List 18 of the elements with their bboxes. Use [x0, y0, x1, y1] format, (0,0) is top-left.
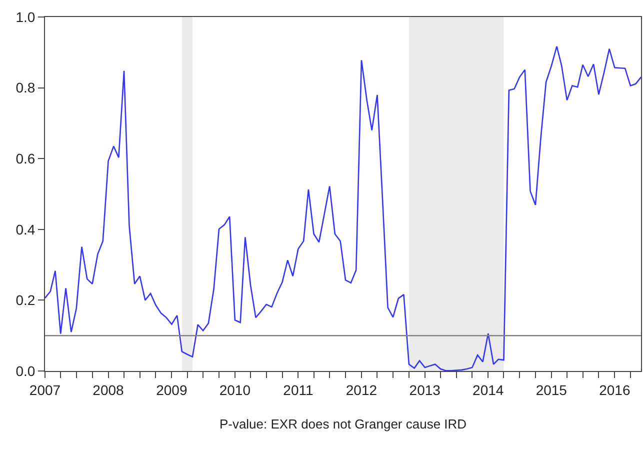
y-tick-label: 0.8: [16, 80, 36, 96]
y-tick-label: 0.6: [16, 150, 36, 166]
y-tick-label: 0.4: [16, 221, 36, 238]
y-tick-label: 0.2: [16, 292, 36, 308]
x-tick-label: 2013: [409, 382, 441, 398]
x-tick-label: 2008: [92, 382, 124, 398]
x-tick-label: 2010: [219, 382, 251, 398]
x-tick-label: 2009: [156, 382, 188, 398]
x-tick-label: 2014: [472, 382, 504, 398]
y-tick-label: 0.0: [16, 362, 36, 379]
x-tick-label: 2007: [29, 382, 61, 398]
line-series: [45, 46, 641, 371]
x-axis-title: P-value: EXR does not Granger cause IRD: [219, 416, 467, 432]
x-tick-label: 2015: [536, 382, 568, 398]
x-tick-label: 2011: [283, 382, 314, 398]
y-tick-label: 1.0: [16, 8, 36, 25]
x-tick-label: 2016: [599, 382, 630, 398]
x-tick-label: 2012: [346, 382, 378, 398]
